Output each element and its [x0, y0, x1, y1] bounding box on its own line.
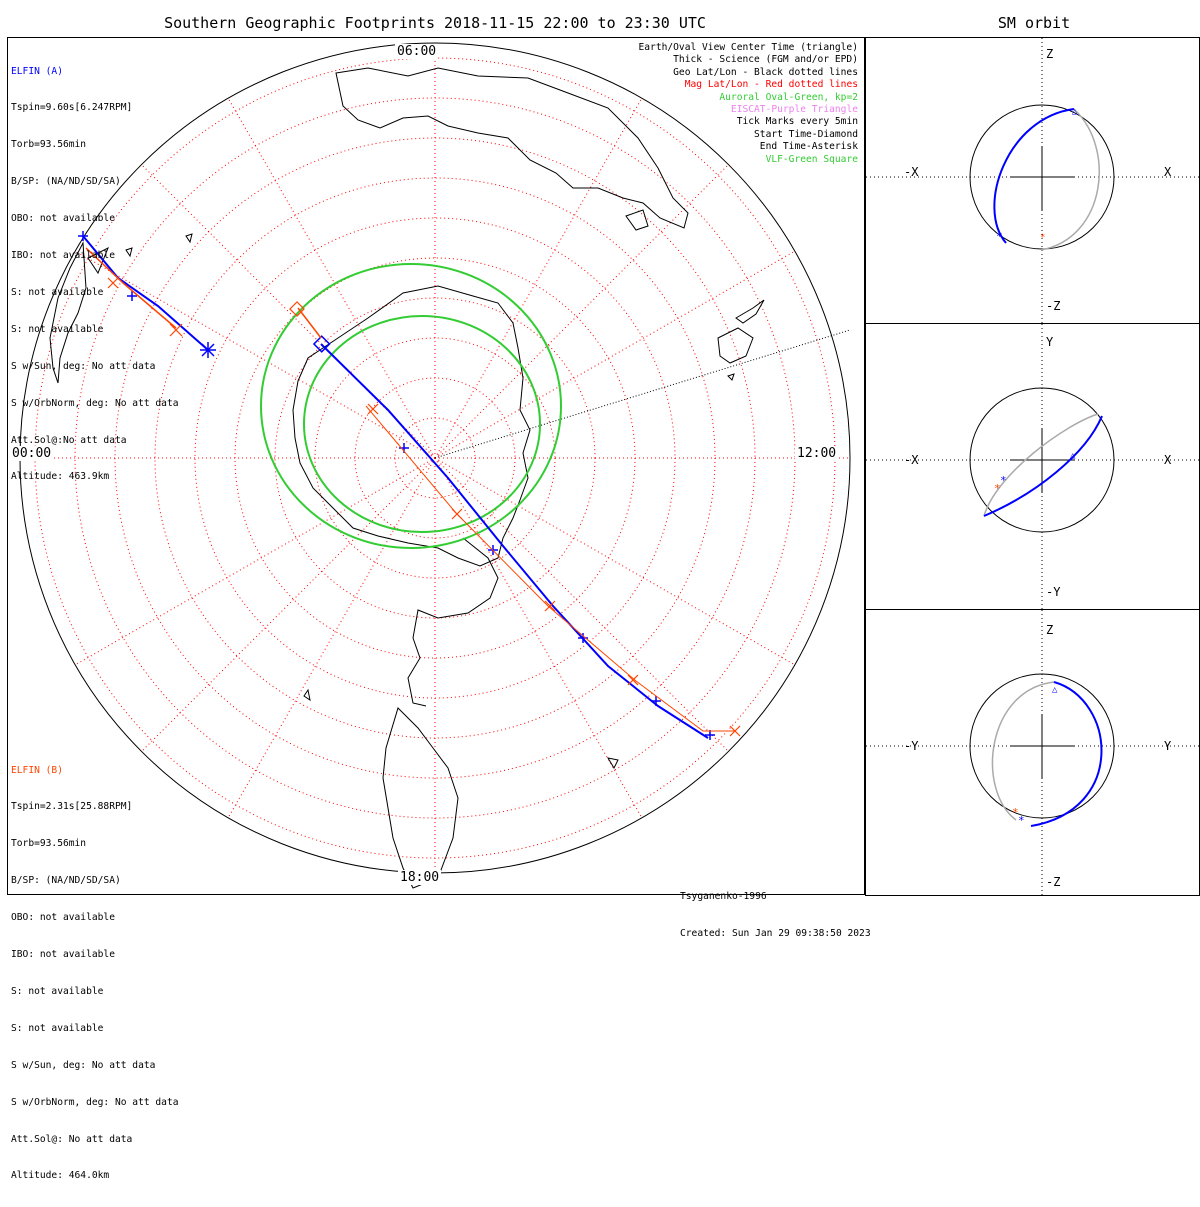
svg-text:*: *: [994, 482, 1001, 495]
svg-text:*: *: [1000, 474, 1007, 487]
orbit-panel-xz: * * △ -X X Z -Z: [865, 37, 1200, 324]
plot-title: Southern Geographic Footprints 2018-11-1…: [164, 14, 706, 32]
auroral-oval: [260, 263, 562, 549]
svg-text:*: *: [996, 230, 1003, 243]
earth-circle: [969, 104, 1115, 250]
elfin-a-line: Tspin=9.60s[6.247RPM]: [11, 102, 133, 114]
elfin-b-line: Altitude: 464.0km: [11, 1170, 110, 1182]
axis-label-right: Y: [1164, 739, 1172, 753]
legend-item: Thick - Science (FGM and/or EPD): [673, 54, 858, 66]
footprint-map: 06:00 00:00 12:00 18:00 ELFIN (A) Tspin=…: [7, 37, 871, 1181]
svg-text:△: △: [1070, 451, 1076, 461]
credit-block: Tsyganenko-1996 Created: Sun Jan 29 09:3…: [680, 866, 871, 965]
orbit-b-path: [1040, 108, 1100, 251]
elfin-b-line: OBO: not available: [11, 912, 115, 924]
elfin-b-line: B/SP: (NA/ND/SD/SA): [11, 875, 121, 887]
elfin-a-track: [78, 231, 715, 740]
elfin-a-name: ELFIN (A): [11, 65, 63, 77]
elfin-b-line: S w/Sun, deg: No att data: [11, 1059, 156, 1071]
axis-label-left: -X: [904, 453, 919, 467]
orbit-panel-yz: * * △ -Y Y Z -Z: [865, 609, 1200, 896]
axis-label-right: X: [1164, 453, 1172, 467]
legend-item: Mag Lat/Lon - Red dotted lines: [684, 79, 858, 91]
hour-label-bottom: 18:00: [398, 870, 442, 885]
svg-text:*: *: [1018, 814, 1025, 827]
orbit-panel-title: SM orbit: [997, 14, 1071, 32]
orbit-a-path: [993, 108, 1075, 244]
legend-item: End Time-Asterisk: [759, 141, 858, 153]
elfin-a-line: B/SP: (NA/ND/SD/SA): [11, 176, 121, 188]
legend-item: Auroral Oval-Green, kp=2: [719, 91, 858, 103]
svg-text:△: △: [1072, 107, 1078, 117]
elfin-a-line: S w/Sun, deg: No att data: [11, 360, 156, 372]
svg-text:*: *: [1040, 233, 1045, 243]
orbit-xy-canvas: * * △ -X X Y -Y: [866, 324, 1199, 609]
legend-item: Geo Lat/Lon - Black dotted lines: [673, 66, 858, 78]
elfin-a-line: Altitude: 463.9km: [11, 471, 110, 483]
axis-label-top: Z: [1046, 623, 1053, 637]
elfin-b-info: ELFIN (B) Tspin=2.31s[25.88RPM] Torb=93.…: [11, 740, 179, 1207]
elfin-b-line: Torb=93.56min: [11, 838, 87, 850]
coastlines: [49, 67, 765, 889]
orbit-xz-canvas: * * △ -X X Z -Z: [866, 38, 1199, 323]
legend: Earth/Oval View Center Time (triangle) T…: [639, 42, 859, 166]
geo-lon-line: [434, 329, 851, 459]
axis-label-bottom: -Z: [1046, 875, 1060, 889]
axis-label-left: -Y: [904, 739, 919, 753]
legend-item: Start Time-Diamond: [754, 128, 858, 140]
elfin-a-line: S w/OrbNorm, deg: No att data: [11, 397, 179, 409]
elfin-a-line: S: not available: [11, 323, 104, 335]
hour-label-left: 00:00: [10, 446, 54, 461]
svg-text:*: *: [1012, 806, 1019, 819]
elfin-b-line: Att.Sol@: No att data: [11, 1133, 133, 1145]
created-label: Created: Sun Jan 29 09:38:50 2023: [680, 928, 871, 940]
legend-item: EISCAT-Purple Triangle: [730, 104, 858, 116]
axis-label-top: Z: [1046, 47, 1053, 61]
legend-item: Tick Marks every 5min: [736, 116, 858, 128]
orbit-panel-xy: * * △ -X X Y -Y: [865, 323, 1200, 610]
elfin-a-line: OBO: not available: [11, 213, 115, 225]
model-label: Tsyganenko-1996: [680, 890, 767, 902]
elfin-a-info: ELFIN (A) Tspin=9.60s[6.247RPM] Torb=93.…: [11, 41, 179, 508]
orbit-yz-canvas: * * △ -Y Y Z -Z: [866, 610, 1199, 895]
elfin-b-line: S: not available: [11, 1022, 104, 1034]
elfin-a-line: Att.Sol@:No att data: [11, 434, 127, 446]
elfin-b-line: S: not available: [11, 985, 104, 997]
legend-item: VLF-Green Square: [765, 153, 858, 165]
elfin-b-line: IBO: not available: [11, 949, 115, 961]
axis-label-left: -X: [904, 165, 919, 179]
axis-label-right: X: [1164, 165, 1172, 179]
hour-label-top: 06:00: [395, 44, 439, 59]
axis-label-bottom: -Z: [1046, 299, 1060, 313]
legend-item: Earth/Oval View Center Time (triangle): [638, 42, 859, 53]
axis-label-bottom: -Y: [1046, 585, 1061, 599]
elfin-b-track: [85, 247, 741, 737]
hour-label-right: 12:00: [795, 446, 839, 461]
axis-label-top: Y: [1046, 335, 1054, 349]
elfin-b-line: Tspin=2.31s[25.88RPM]: [11, 801, 133, 813]
elfin-a-line: IBO: not available: [11, 250, 115, 262]
svg-text:△: △: [1052, 685, 1058, 695]
elfin-b-line: S w/OrbNorm, deg: No att data: [11, 1096, 179, 1108]
elfin-b-name: ELFIN (B): [11, 764, 63, 776]
elfin-a-line: S: not available: [11, 286, 104, 298]
elfin-a-line: Torb=93.56min: [11, 139, 87, 151]
